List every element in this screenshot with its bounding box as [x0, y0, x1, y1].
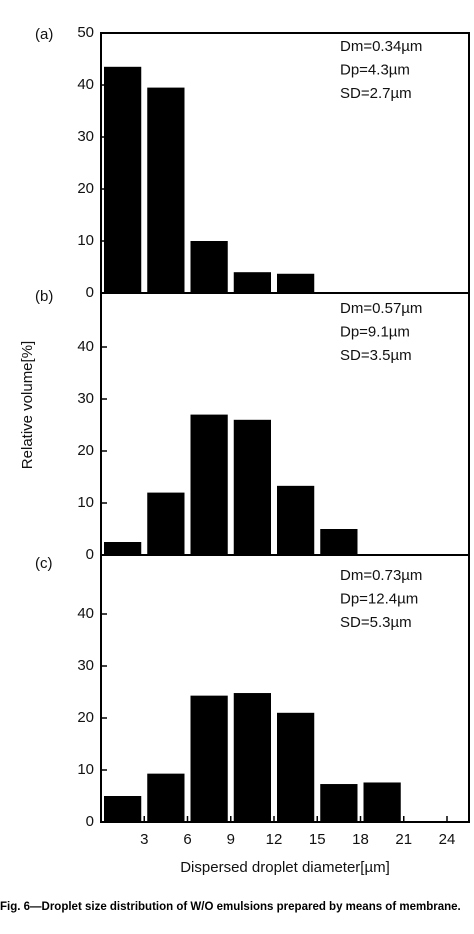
- bar: [277, 485, 315, 555]
- bar: [104, 542, 142, 555]
- panel-label: (a): [35, 26, 53, 43]
- y-tick-label: 20: [77, 442, 94, 459]
- y-tick-label: 10: [77, 232, 94, 249]
- x-tick-label: 15: [309, 831, 326, 848]
- bar: [104, 796, 142, 822]
- bar: [147, 773, 185, 822]
- y-tick-label: 20: [77, 180, 94, 197]
- bar: [277, 273, 315, 293]
- y-tick-label: 0: [86, 813, 94, 830]
- panel-label: (c): [35, 555, 53, 572]
- y-tick-label: 30: [77, 390, 94, 407]
- y-tick-label: 40: [77, 605, 94, 622]
- y-tick-label: 30: [77, 657, 94, 674]
- annotation: SD=3.5µm: [340, 347, 412, 364]
- bar: [190, 414, 228, 555]
- annotation: Dm=0.73µm: [340, 567, 422, 584]
- x-tick-label: 18: [352, 831, 369, 848]
- bar: [190, 695, 228, 822]
- y-tick-label: 0: [86, 546, 94, 563]
- annotation: SD=5.3µm: [340, 614, 412, 631]
- y-tick-label: 10: [77, 761, 94, 778]
- x-tick-label: 12: [266, 831, 283, 848]
- bar: [147, 492, 185, 555]
- panel-label: (b): [35, 288, 53, 305]
- caption: Fig. 6—Droplet size distribution of W/O …: [0, 901, 461, 913]
- x-tick-label: 24: [439, 831, 456, 848]
- bar: [233, 419, 271, 555]
- y-tick-label: 30: [77, 128, 94, 145]
- y-tick-label: 40: [77, 338, 94, 355]
- annotation: Dm=0.57µm: [340, 300, 422, 317]
- chart: (a)Dm=0.34µmDp=4.3µmSD=2.7µm01020304050(…: [19, 24, 470, 876]
- x-tick-label: 3: [140, 831, 148, 848]
- bar: [190, 241, 228, 293]
- annotation: SD=2.7µm: [340, 85, 412, 102]
- bar: [363, 782, 401, 822]
- y-tick-label: 40: [77, 76, 94, 93]
- bar: [320, 784, 358, 822]
- x-tick-label: 21: [395, 831, 412, 848]
- bar: [320, 529, 358, 555]
- bar: [233, 272, 271, 293]
- bar: [147, 87, 185, 293]
- annotation: Dp=12.4µm: [340, 590, 418, 607]
- annotation: Dp=9.1µm: [340, 323, 410, 340]
- x-tick-label: 9: [227, 831, 235, 848]
- bar: [104, 66, 142, 293]
- y-tick-label: 50: [77, 24, 94, 41]
- annotation: Dp=4.3µm: [340, 61, 410, 78]
- x-axis-label: Dispersed droplet diameter[µm]: [180, 859, 390, 876]
- y-tick-label: 20: [77, 709, 94, 726]
- x-tick-label: 6: [183, 831, 191, 848]
- bar: [277, 712, 315, 822]
- y-tick-label: 0: [86, 284, 94, 301]
- y-tick-label: 10: [77, 494, 94, 511]
- annotation: Dm=0.34µm: [340, 38, 422, 55]
- y-axis-label: Relative volume[%]: [19, 341, 36, 469]
- bar: [233, 693, 271, 822]
